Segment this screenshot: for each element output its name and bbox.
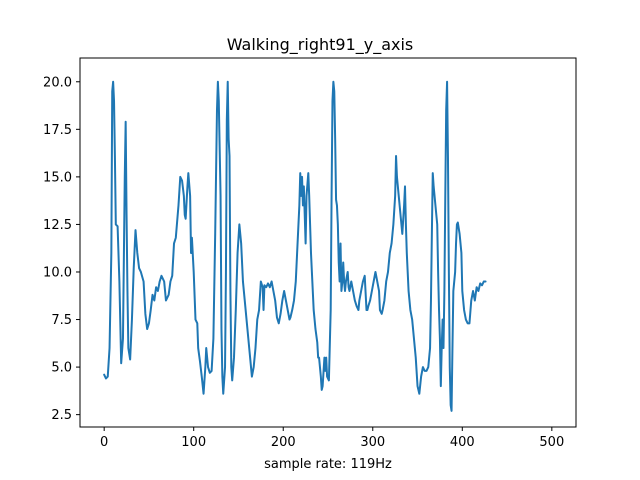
- series-line: [103, 80, 487, 412]
- axes-frame: [79, 57, 577, 428]
- x-tick-label: 0: [100, 435, 108, 450]
- y-tick-label: 15.0: [43, 170, 72, 185]
- y-tick-label: 17.5: [43, 123, 72, 138]
- y-tick-label: 7.5: [51, 313, 72, 328]
- y-tick-label: 12.5: [43, 218, 72, 233]
- x-tick-label: 200: [271, 435, 296, 450]
- axis-ticks: 0 100 200 300 400 500 2.5 5.0 7.5 10.0 12.5 15.0 17.…: [43, 75, 564, 450]
- x-tick-label: 500: [539, 435, 564, 450]
- y-tick-label: 20.0: [43, 75, 72, 90]
- y-tick-label: 5.0: [51, 361, 72, 376]
- y-tick-label: 10.0: [43, 265, 72, 280]
- x-tick-label: 300: [360, 435, 385, 450]
- chart-title: Walking_right91_y_axis: [227, 35, 414, 55]
- y-tick-label: 2.5: [51, 408, 72, 423]
- x-axis-title: sample rate: 119Hz: [264, 457, 392, 472]
- x-tick-label: 100: [181, 435, 206, 450]
- plot-area: [103, 80, 487, 412]
- x-tick-label: 400: [450, 435, 475, 450]
